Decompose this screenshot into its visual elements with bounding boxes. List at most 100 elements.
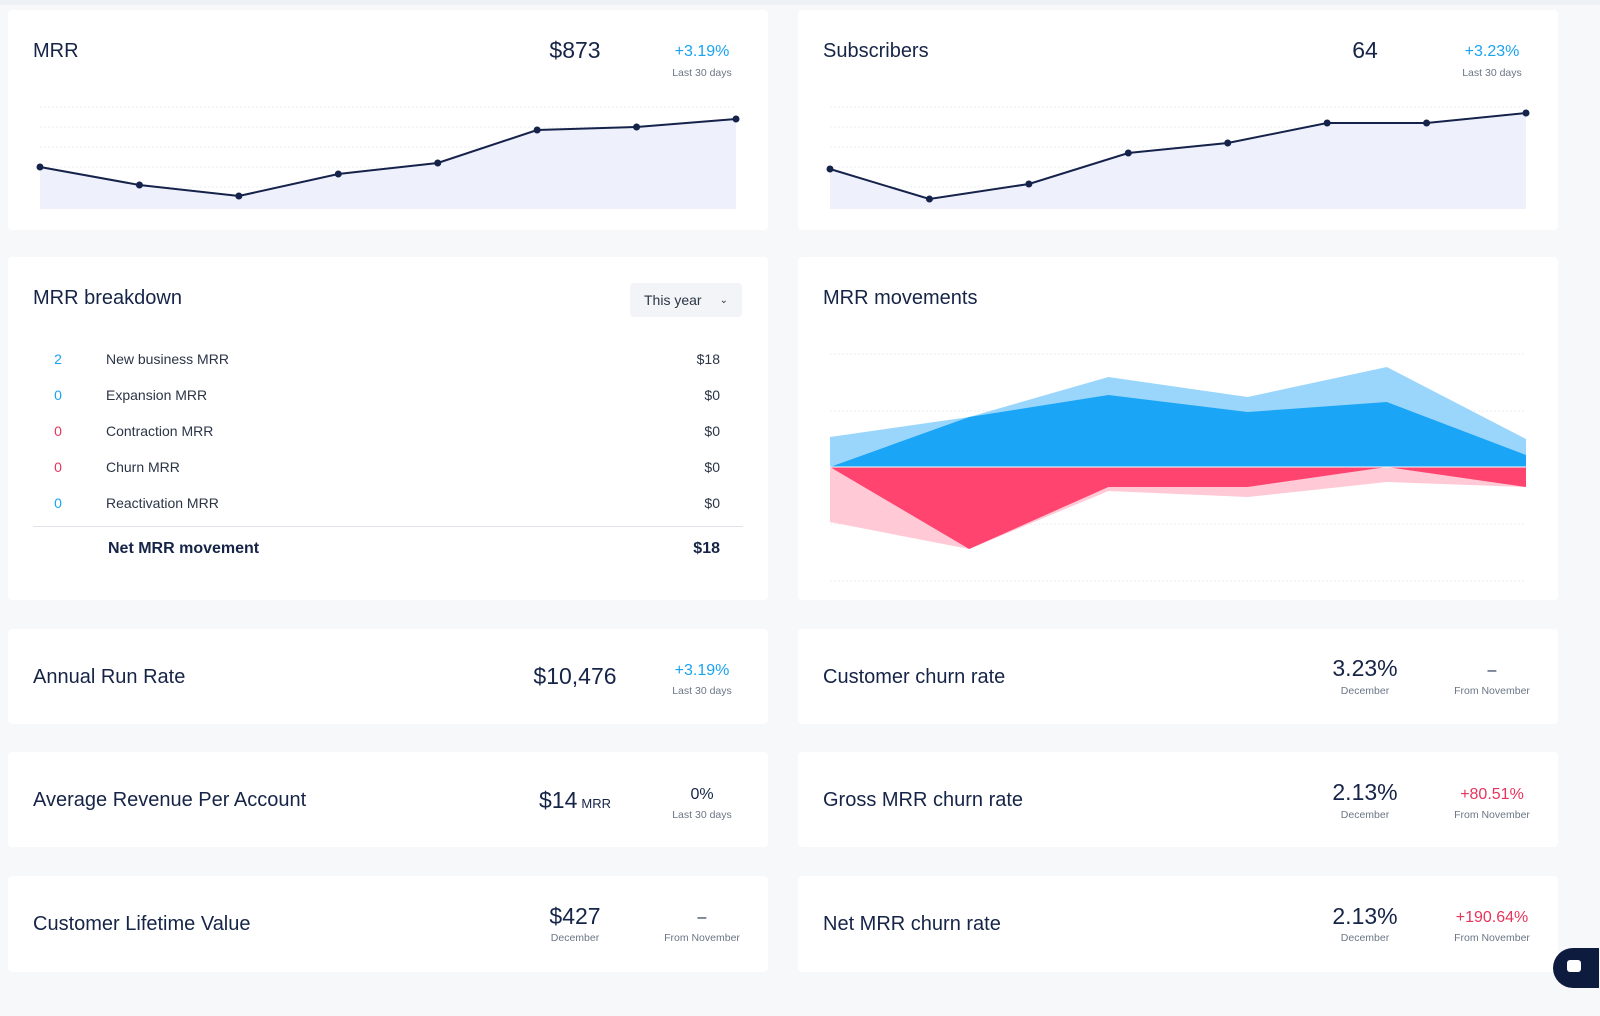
- churn-mrr-area: [830, 467, 1526, 549]
- period-select[interactable]: This year ⌄: [630, 283, 742, 317]
- gross-churn-value: 2.13%: [1332, 779, 1398, 805]
- breakdown-label: Reactivation MRR: [106, 495, 219, 511]
- breakdown-label: Expansion MRR: [106, 387, 208, 403]
- ltv-period: From November: [664, 932, 740, 944]
- net-churn-period: From November: [1454, 932, 1530, 944]
- sparkline-point: [533, 126, 541, 134]
- arr-period: Last 30 days: [672, 685, 732, 697]
- arpa-period: Last 30 days: [672, 809, 732, 821]
- card-title: Gross MRR churn rate: [823, 789, 1024, 811]
- sparkline-point: [732, 115, 740, 123]
- sparkline-area: [40, 119, 736, 209]
- gross-churn-card[interactable]: Gross MRR churn rate 2.13% December +80.…: [798, 752, 1558, 847]
- subscribers-card[interactable]: Subscribers 64 +3.23% Last 30 days: [798, 10, 1558, 230]
- breakdown-label: Contraction MRR: [106, 423, 214, 439]
- sparkline-line: [829, 112, 1527, 201]
- sparkline-point: [633, 123, 641, 131]
- sparkline-point: [135, 181, 143, 189]
- gross-churn-period: From November: [1454, 809, 1530, 821]
- customer-churn-value-period: December: [1340, 685, 1390, 697]
- subscribers-value: 64: [1352, 37, 1378, 63]
- sparkline-point: [235, 192, 243, 200]
- breakdown-amount: $0: [704, 495, 720, 511]
- mrr-movements-card[interactable]: MRR movements: [798, 257, 1558, 600]
- sparkline-point: [434, 159, 442, 167]
- breakdown-row: 0 Expansion MRR $0: [8, 387, 768, 411]
- breakdown-amount: $0: [704, 459, 720, 475]
- net-churn-value: 2.13%: [1332, 903, 1398, 929]
- breakdown-count: 0: [54, 495, 62, 511]
- net-churn-card[interactable]: Net MRR churn rate 2.13% December +190.6…: [798, 876, 1558, 972]
- subscribers-change: +3.23%: [1464, 43, 1520, 60]
- mrr-value: $873: [549, 37, 601, 63]
- subscribers-period: Last 30 days: [1462, 67, 1522, 79]
- net-churn-change: +190.64%: [1455, 909, 1529, 926]
- chat-icon: [1567, 960, 1581, 972]
- arr-card[interactable]: Annual Run Rate $10,476 +3.19% Last 30 d…: [8, 629, 768, 724]
- net-churn-value-period: December: [1340, 932, 1390, 944]
- card-title: Net MRR churn rate: [823, 913, 1001, 935]
- chevron-down-icon: ⌄: [719, 294, 728, 306]
- net-mrr-amount: $18: [693, 540, 720, 557]
- ltv-value: $427: [549, 903, 601, 929]
- sparkline-point: [1124, 149, 1132, 157]
- customer-churn-period: From November: [1454, 685, 1530, 697]
- sparkline-point: [1323, 119, 1331, 127]
- ltv-change: –: [697, 909, 707, 926]
- card-title: MRR movements: [823, 287, 978, 309]
- arpa-amount: $14: [539, 787, 578, 813]
- breakdown-row: 0 Reactivation MRR $0: [8, 495, 768, 519]
- card-title: Subscribers: [823, 40, 929, 62]
- sparkline-point: [36, 163, 44, 171]
- mrr-movements-chart: [830, 353, 1526, 582]
- sparkline-point: [925, 195, 933, 203]
- card-title: Average Revenue Per Account: [33, 789, 307, 811]
- ltv-value-period: December: [550, 932, 600, 944]
- divider: [33, 526, 743, 527]
- ltv-card[interactable]: Customer Lifetime Value $427 December – …: [8, 876, 768, 972]
- gross-churn-change: +80.51%: [1460, 786, 1524, 803]
- sparkline-point: [1423, 119, 1431, 127]
- arr-change: +3.19%: [674, 662, 730, 679]
- arpa-change: 0%: [690, 786, 714, 803]
- breakdown-amount: $0: [704, 423, 720, 439]
- top-strip: [0, 0, 1600, 5]
- sparkline-line: [39, 118, 737, 198]
- breakdown-row: 0 Contraction MRR $0: [8, 423, 768, 447]
- customer-churn-change: –: [1487, 662, 1497, 679]
- subscribers-sparkline: [826, 106, 1530, 209]
- sparkline-point: [1522, 109, 1530, 117]
- mrr-card[interactable]: MRR $873 +3.19% Last 30 days: [8, 10, 768, 230]
- new-business-mrr-area: [830, 395, 1526, 467]
- card-title: Customer Lifetime Value: [33, 913, 251, 935]
- customer-churn-card[interactable]: Customer churn rate 3.23% December – Fro…: [798, 629, 1558, 724]
- net-mrr-label: Net MRR movement: [108, 540, 260, 557]
- breakdown-row: 0 Churn MRR $0: [8, 459, 768, 483]
- mrr-change: +3.19%: [674, 43, 730, 60]
- sparkline-point: [826, 165, 834, 173]
- card-title: Customer churn rate: [823, 666, 1006, 688]
- breakdown-label: New business MRR: [106, 351, 229, 367]
- breakdown-count: 0: [54, 459, 62, 475]
- breakdown-count: 0: [54, 423, 62, 439]
- card-title: MRR breakdown: [33, 287, 182, 309]
- arpa-unit: MRR: [581, 796, 611, 811]
- sparkline-point: [1025, 180, 1033, 188]
- arpa-card[interactable]: Average Revenue Per Account $14 MRR 0% La…: [8, 752, 768, 847]
- period-select-label: This year: [644, 292, 702, 308]
- chat-launcher-button[interactable]: [1553, 948, 1599, 988]
- gross-churn-value-period: December: [1340, 809, 1390, 821]
- mrr-sparkline: [36, 106, 740, 209]
- breakdown-count: 2: [54, 351, 62, 367]
- arpa-value: $14 MRR: [515, 787, 635, 814]
- arr-value: $10,476: [533, 663, 617, 689]
- sparkline-area: [830, 113, 1526, 209]
- card-title: MRR: [33, 40, 79, 62]
- card-title: Annual Run Rate: [33, 666, 186, 688]
- mrr-period: Last 30 days: [672, 67, 732, 79]
- mrr-breakdown-card: MRR breakdown This year ⌄ 2 New business …: [8, 257, 768, 600]
- breakdown-row: 2 New business MRR $18: [8, 351, 768, 375]
- breakdown-amount: $18: [696, 351, 720, 367]
- breakdown-count: 0: [54, 387, 62, 403]
- sparkline-point: [1224, 139, 1232, 147]
